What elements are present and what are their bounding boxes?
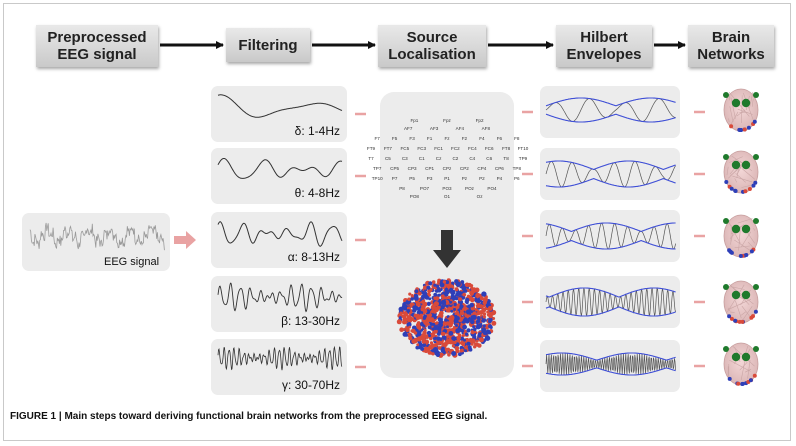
- electrode-label: CP5: [390, 166, 399, 171]
- electrode-label: CP1: [425, 166, 434, 171]
- eeg-signal-label: EEG signal: [104, 256, 160, 268]
- brain-network-icon: [723, 88, 759, 132]
- electrode-label: CP2: [460, 166, 469, 171]
- electrode-label: Fp2: [476, 118, 484, 123]
- brain-network-icon: [723, 280, 759, 324]
- electrode-label: CPz: [443, 166, 452, 171]
- electrode-label: FC2: [451, 146, 460, 151]
- electrode-label: O1: [444, 194, 451, 199]
- electrode-label: AF7: [404, 126, 413, 131]
- electrode-label: FT8: [502, 146, 511, 151]
- electrode-label: F4: [479, 136, 485, 141]
- electrode-label: Oz: [477, 194, 484, 199]
- electrode-label: TP9: [519, 156, 528, 161]
- brain-network-icon: [723, 342, 759, 386]
- electrode-label: F7: [375, 136, 381, 141]
- hilbert-envelopes: [545, 97, 676, 376]
- brain-network-icon: [723, 150, 759, 194]
- envelope-panel-1: [540, 86, 680, 138]
- electrode-label: P8: [399, 186, 405, 191]
- electrode-label: FC1: [434, 146, 443, 151]
- electrode-label: CP3: [408, 166, 417, 171]
- electrode-label: FT7: [384, 146, 393, 151]
- header-preprocessed: Preprocessed EEG signal: [36, 25, 158, 67]
- band-label-gamma: γ: 30-70Hz: [281, 378, 340, 392]
- envelope-panel-3: [540, 210, 680, 262]
- waveform-beta: [217, 282, 343, 313]
- electrode-label: P6: [514, 176, 520, 181]
- figure-caption: FIGURE 1 | Main steps toward deriving fu…: [10, 411, 488, 422]
- electrode-label: C5: [385, 156, 391, 161]
- electrode-label: P5: [409, 176, 415, 181]
- band-label-beta: β: 13-30Hz: [281, 314, 340, 328]
- electrode-label: PO8: [410, 194, 420, 199]
- electrode-label: C4: [469, 156, 475, 161]
- header-source: Source Localisation: [378, 25, 486, 67]
- electrode-label: F1: [427, 136, 433, 141]
- header-hilbert: Hilbert Envelopes: [556, 25, 652, 67]
- brain-network-icons: [723, 88, 759, 386]
- electrode-label: TP8: [513, 166, 522, 171]
- electrode-label: F6: [497, 136, 503, 141]
- figure-frame: [3, 3, 791, 441]
- waveform-theta: [217, 158, 343, 179]
- electrode-label: AF4: [456, 126, 465, 131]
- electrode-label: PO4: [487, 186, 497, 191]
- electrode-label: Fz: [444, 136, 450, 141]
- electrode-label: POz: [465, 186, 475, 191]
- electrode-label: P1: [444, 176, 450, 181]
- waveform-gamma: [217, 345, 343, 371]
- band-label-theta: θ: 4-8Hz: [294, 186, 340, 200]
- electrode-label: F8: [514, 136, 520, 141]
- electrode-label: FC5: [400, 146, 409, 151]
- electrode-label: FT9: [367, 146, 376, 151]
- electrode-label: Cz: [436, 156, 442, 161]
- envelope-panel-2: [540, 148, 680, 200]
- envelope-panel-4: [540, 276, 680, 328]
- header-brain: Brain Networks: [688, 25, 774, 67]
- electrode-label: FC4: [468, 146, 477, 151]
- electrode-label: FC6: [485, 146, 494, 151]
- pink-dashes: [355, 110, 705, 369]
- electrode-label: P7: [392, 176, 398, 181]
- pink-arrow-icon: [174, 231, 196, 249]
- brain-source-cloud: [396, 278, 497, 358]
- electrode-label: C1: [419, 156, 425, 161]
- band-label-delta: δ: 1-4Hz: [294, 124, 340, 138]
- electrode-label: T8: [503, 156, 509, 161]
- electrode-label: PO3: [442, 186, 452, 191]
- electrode-label: AF8: [482, 126, 491, 131]
- electrode-label: Pz: [462, 176, 468, 181]
- electrode-label: CP6: [495, 166, 504, 171]
- eeg-waveform: [29, 222, 165, 251]
- electrode-label: C3: [402, 156, 408, 161]
- electrode-label: FC3: [417, 146, 426, 151]
- electrode-label: P2: [479, 176, 485, 181]
- electrode-label: CP4: [477, 166, 486, 171]
- band-label-alpha: α: 8-13Hz: [287, 250, 340, 264]
- electrode-label: Fpz: [443, 118, 451, 123]
- waveform-delta: [217, 94, 343, 118]
- electrode-label: C2: [452, 156, 458, 161]
- electrode-label: TP10: [372, 176, 383, 181]
- brain-network-icon: [723, 214, 759, 258]
- electrode-label: P3: [427, 176, 433, 181]
- electrode-label: T7: [368, 156, 374, 161]
- down-arrow-icon: [433, 230, 461, 268]
- electrode-label: F5: [392, 136, 398, 141]
- electrode-label: F3: [409, 136, 415, 141]
- electrode-label: TP7: [373, 166, 382, 171]
- electrode-label: PO7: [420, 186, 430, 191]
- waveform-alpha: [217, 221, 343, 247]
- electrode-label: P4: [497, 176, 503, 181]
- electrode-label: Fp1: [410, 118, 418, 123]
- band-panel-delta: [211, 86, 347, 142]
- electrode-label: F2: [462, 136, 468, 141]
- header-filtering: Filtering: [226, 28, 310, 62]
- electrode-label: FT10: [518, 146, 529, 151]
- electrode-label: C6: [486, 156, 492, 161]
- electrode-label: AF3: [430, 126, 439, 131]
